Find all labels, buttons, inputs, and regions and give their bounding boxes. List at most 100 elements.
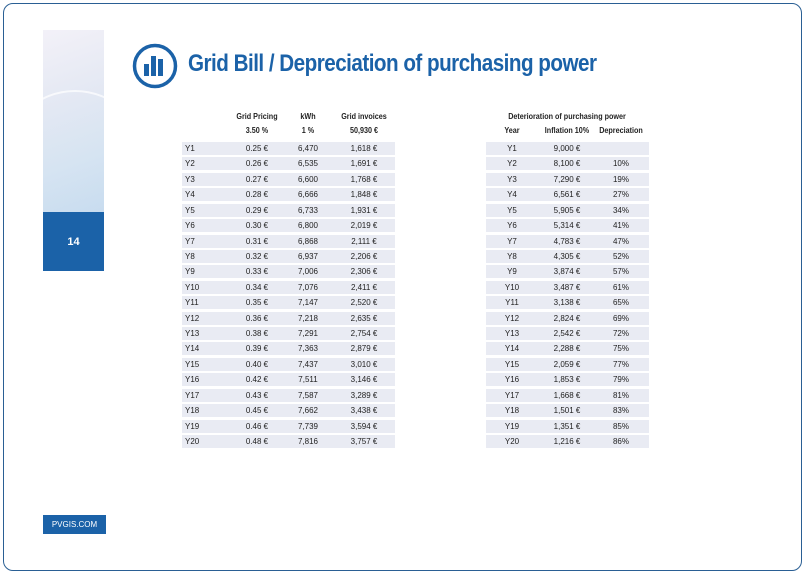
table-row: Y9 3,874 € 57% <box>486 265 649 279</box>
table-cell: Y14 <box>504 344 520 354</box>
table-cell: 2,635 € <box>350 313 378 323</box>
table-cell: 2,019 € <box>350 221 378 231</box>
row-label: Y9 <box>185 267 195 277</box>
table-cell: 86% <box>612 436 629 446</box>
bar-chart-circle-icon <box>132 43 178 89</box>
table-row: Y20 1,216 € 86% <box>486 434 649 448</box>
table-row: Y16 0.42 € 7,511 3,146 € <box>182 373 395 387</box>
table-cell: 4,305 € <box>553 251 581 261</box>
table-cell: 7,437 <box>297 359 319 369</box>
page-number: 14 <box>43 212 104 271</box>
table-cell: 2,879 € <box>350 344 378 354</box>
table-cell: 6,868 <box>297 236 319 246</box>
table-cell: 8,100 € <box>553 159 581 169</box>
table-cell: 1,848 € <box>350 190 378 200</box>
row-label: Y20 <box>185 436 200 446</box>
table-row: Y11 0.35 € 7,147 2,520 € <box>182 296 395 310</box>
row-label: Y4 <box>185 190 195 200</box>
table-cell: 6,600 <box>297 174 319 184</box>
table-cell: Y1 <box>507 144 517 153</box>
table-row: Y3 0.27 € 6,600 1,768 € <box>182 172 395 186</box>
table-cell: 1,931 € <box>350 205 378 215</box>
table-cell: Y13 <box>504 329 520 339</box>
table-cell: 0.27 € <box>245 174 269 184</box>
table-cell: 7,739 <box>297 421 319 431</box>
table-cell: 7,587 <box>297 390 319 400</box>
page-title: Grid Bill / Depreciation of purchasing p… <box>188 50 597 77</box>
row-label: Y14 <box>185 344 200 354</box>
table-cell: 6,535 <box>297 159 319 169</box>
row-label: Y15 <box>185 359 200 369</box>
row-label: Y17 <box>185 390 200 400</box>
table-cell: 2,520 € <box>350 298 378 308</box>
table-cell: 69% <box>612 313 629 323</box>
table-cell: 0.31 € <box>245 236 269 246</box>
table-cell: 6,800 <box>297 221 319 231</box>
row-label: Y13 <box>185 329 200 339</box>
table-cell: 1,216 € <box>553 436 581 446</box>
table-cell: 0.32 € <box>245 251 269 261</box>
table-cell: 2,288 € <box>553 344 581 354</box>
table-cell: 2,542 € <box>553 329 581 339</box>
row-label: Y11 <box>185 298 199 308</box>
table-cell: 3,594 € <box>350 421 378 431</box>
table-row: Y12 0.36 € 7,218 2,635 € <box>182 311 395 325</box>
table-cell: Y6 <box>507 221 517 231</box>
table-cell: 4,783 € <box>553 236 581 246</box>
table-row: Y5 5,905 € 34% <box>486 203 649 217</box>
table-cell: 0.48 € <box>245 436 269 446</box>
table-cell: 3,289 € <box>350 390 378 400</box>
column-header: Year <box>504 126 520 135</box>
table-row: Y17 1,668 € 81% <box>486 388 649 402</box>
column-header: Grid invoices <box>341 112 387 121</box>
table-row: Y6 0.30 € 6,800 2,019 € <box>182 219 395 233</box>
table-row: Y7 4,783 € 47% <box>486 234 649 248</box>
table-row: Y15 2,059 € 77% <box>486 357 649 371</box>
table-cell: 34% <box>612 205 629 215</box>
table-cell: 6,561 € <box>553 190 581 200</box>
row-label: Y8 <box>185 251 195 261</box>
table-row: Y8 4,305 € 52% <box>486 249 649 263</box>
table-cell: 79% <box>612 375 629 385</box>
table-cell: 7,662 <box>297 406 319 416</box>
table-cell: 7,076 <box>297 282 319 292</box>
table-cell: 65% <box>612 298 629 308</box>
table-cell: Y10 <box>504 282 520 292</box>
table-cell: 0.43 € <box>245 390 269 400</box>
table-cell: 1,853 € <box>553 375 581 385</box>
table-row: Y12 2,824 € 69% <box>486 311 649 325</box>
table-row: Y20 0.48 € 7,816 3,757 € <box>182 434 395 448</box>
row-label: Y18 <box>185 406 200 416</box>
table-row: Y1 0.25 € 6,470 1,618 € <box>182 142 395 155</box>
table-cell: Y15 <box>504 359 520 369</box>
table-cell: 0.46 € <box>245 421 269 431</box>
table-cell: 0.28 € <box>245 190 269 200</box>
table-row: Y4 0.28 € 6,666 1,848 € <box>182 188 395 202</box>
site-label: PVGIS.COM <box>43 515 106 534</box>
table-cell: 27% <box>612 190 629 200</box>
table-cell: 0.39 € <box>245 344 269 354</box>
table-cell: Y2 <box>507 159 517 169</box>
table-cell: 6,666 <box>297 190 319 200</box>
table-cell: 0.42 € <box>245 375 269 385</box>
table-row: Y18 0.45 € 7,662 3,438 € <box>182 404 395 418</box>
row-label: Y7 <box>185 236 195 246</box>
table-cell: 57% <box>612 267 629 277</box>
table-cell: 2,824 € <box>553 313 581 323</box>
table-cell: 1,351 € <box>553 421 581 431</box>
table-cell: 1,691 € <box>350 159 378 169</box>
table-row: Y4 6,561 € 27% <box>486 188 649 202</box>
table-cell: 2,059 € <box>553 359 581 369</box>
row-label: Y12 <box>185 313 200 323</box>
table-row: Y19 1,351 € 85% <box>486 419 649 433</box>
table-cell: 0.29 € <box>245 205 269 215</box>
table-cell: 0.35 € <box>245 298 269 308</box>
table-row: Y11 3,138 € 65% <box>486 296 649 310</box>
table-row: Y14 0.39 € 7,363 2,879 € <box>182 342 395 356</box>
row-label: Y2 <box>185 159 195 169</box>
table-cell: Y19 <box>504 421 520 431</box>
table-cell: 7,816 <box>297 436 319 446</box>
table-cell: 0.25 € <box>245 144 269 153</box>
row-label: Y16 <box>185 375 200 385</box>
table-row: Y13 0.38 € 7,291 2,754 € <box>182 327 395 341</box>
